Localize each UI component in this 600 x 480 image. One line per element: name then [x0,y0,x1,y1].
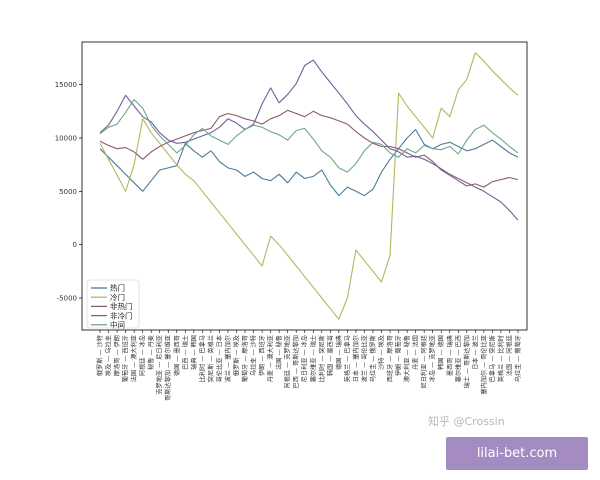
x-tick-label: 塞尔维亚 — 瑞士 [309,335,317,382]
x-tick-label: 英格兰 — 比利时 [497,335,505,382]
x-tick-label: 葡萄牙 — 西班牙 [122,335,130,382]
series-lines [99,52,519,320]
y-tick-label: 15000 [55,81,77,89]
x-tick-label: 尼日利亚 — 阿根廷 [420,335,428,388]
x-tick-label: 法国 — 澳大利亚 [130,335,138,382]
x-tick-label: 日本 — 波兰 [471,335,479,370]
plot-frame [81,41,528,331]
series-line-1 [99,52,519,320]
series-line-2 [99,109,519,188]
x-tick-label: 瑞典 — 韩国 [190,335,198,370]
x-tick-label: 突尼斯 — 英格兰 [207,335,215,382]
x-tick-label: 俄罗斯 — 沙特 [96,335,104,376]
legend-label: 非冷门 [110,310,133,320]
x-tick-label: 俄罗斯 — 埃及 [232,335,240,376]
x-tick-label: 哥斯达黎加 — 塞尔维亚 [164,335,172,401]
x-tick-label: 韩国 — 墨西哥 [326,335,334,376]
x-tick-label: 法国 — 秘鲁 [275,335,283,370]
x-tick-label: 巴西 — 哥斯达黎加 [292,335,300,388]
x-tick-label: 乌拉圭 — 葡萄牙 [514,335,522,382]
legend-label: 冷门 [110,292,125,302]
legend-label: 中间 [110,320,125,330]
x-tick-label: 德国 — 墨西哥 [173,335,181,376]
series-line-3 [99,59,519,221]
x-tick-label: 伊朗 — 葡萄牙 [395,335,403,376]
x-tick-label: 西班牙 — 摩洛哥 [386,335,394,382]
x-tick-label: 尼日利亚 — 冰岛 [301,335,309,382]
x-tick-label: 塞内加尔 — 哥伦比亚 [480,335,488,395]
series-line-4 [99,99,519,173]
x-tick-label: 摩洛哥 — 伊朗 [113,335,121,376]
series-line-0 [99,128,519,197]
x-tick-label: 法国 — 阿根廷 [505,335,513,376]
x-tick-label: 韩国 — 德国 [437,335,445,370]
x-tick-label: 波兰 — 哥伦比亚 [360,335,368,382]
x-tick-label: 墨西哥 — 瑞典 [446,335,454,376]
x-tick-label: 日本 — 塞内加尔 [352,335,360,382]
x-tick-label: 阿根廷 — 克罗地亚 [284,335,292,388]
x-tick-label: 澳大利亚 — 秘鲁 [403,335,411,382]
x-tick-label: 伊朗 — 西班牙 [258,335,266,376]
x-tick-label: 瑞士 — 哥斯达黎加 [463,335,471,388]
x-tick-label: 丹麦 — 澳大利亚 [267,335,275,382]
x-tick-label: 丹麦 — 法国 [412,335,420,370]
x-tick-label: 巴西 — 瑞士 [181,335,189,370]
x-tick-label: 克罗地亚 — 尼日利亚 [156,335,164,395]
y-tick-label: 0 [73,241,77,249]
x-tick-label: 埃及 — 乌拉圭 [105,335,113,376]
y-tick-label: 5000 [59,188,77,196]
legend-label: 热门 [110,283,125,293]
x-axis-ticks: 俄罗斯 — 沙特 埃及 — 乌拉圭 摩洛哥 — 伊朗 葡萄牙 — 西班牙 法国 — 澳大… [96,330,522,401]
y-tick-label: -5000 [57,295,77,303]
x-tick-label: 乌拉圭 — 沙特 [250,335,258,376]
x-tick-label: 葡萄牙 — 摩洛哥 [241,335,249,382]
x-tick-label: 沙特 — 埃及 [378,335,386,370]
x-tick-label: 比利时 — 突尼斯 [318,335,326,382]
x-tick-label: 冰岛 — 克罗地亚 [429,335,437,382]
x-tick-label: 巴拿马 — 突尼斯 [488,335,496,382]
x-tick-label: 哥伦比亚 — 日本 [215,335,223,382]
x-tick-label: 秘鲁 — 丹麦 [147,335,155,370]
legend-label: 非热门 [110,301,133,311]
y-axis-ticks: -5000 0 5000 10000 15000 [55,81,82,303]
x-tick-label: 德国 — 瑞典 [335,335,343,370]
x-tick-label: 英格兰 — 巴拿马 [343,335,351,382]
x-tick-label: 波兰 — 塞内加尔 [224,335,232,382]
x-tick-label: 阿根廷 — 冰岛 [139,335,147,376]
x-tick-label: 塞尔维亚 — 巴西 [454,335,462,382]
y-tick-label: 10000 [55,135,77,143]
x-tick-label: 乌拉圭 — 俄罗斯 [369,335,377,382]
site-badge[interactable]: lilai-bet.com [446,437,588,470]
watermark-text: 知乎 @Crossin [428,415,505,428]
x-tick-label: 比利时 — 巴拿马 [198,335,206,382]
